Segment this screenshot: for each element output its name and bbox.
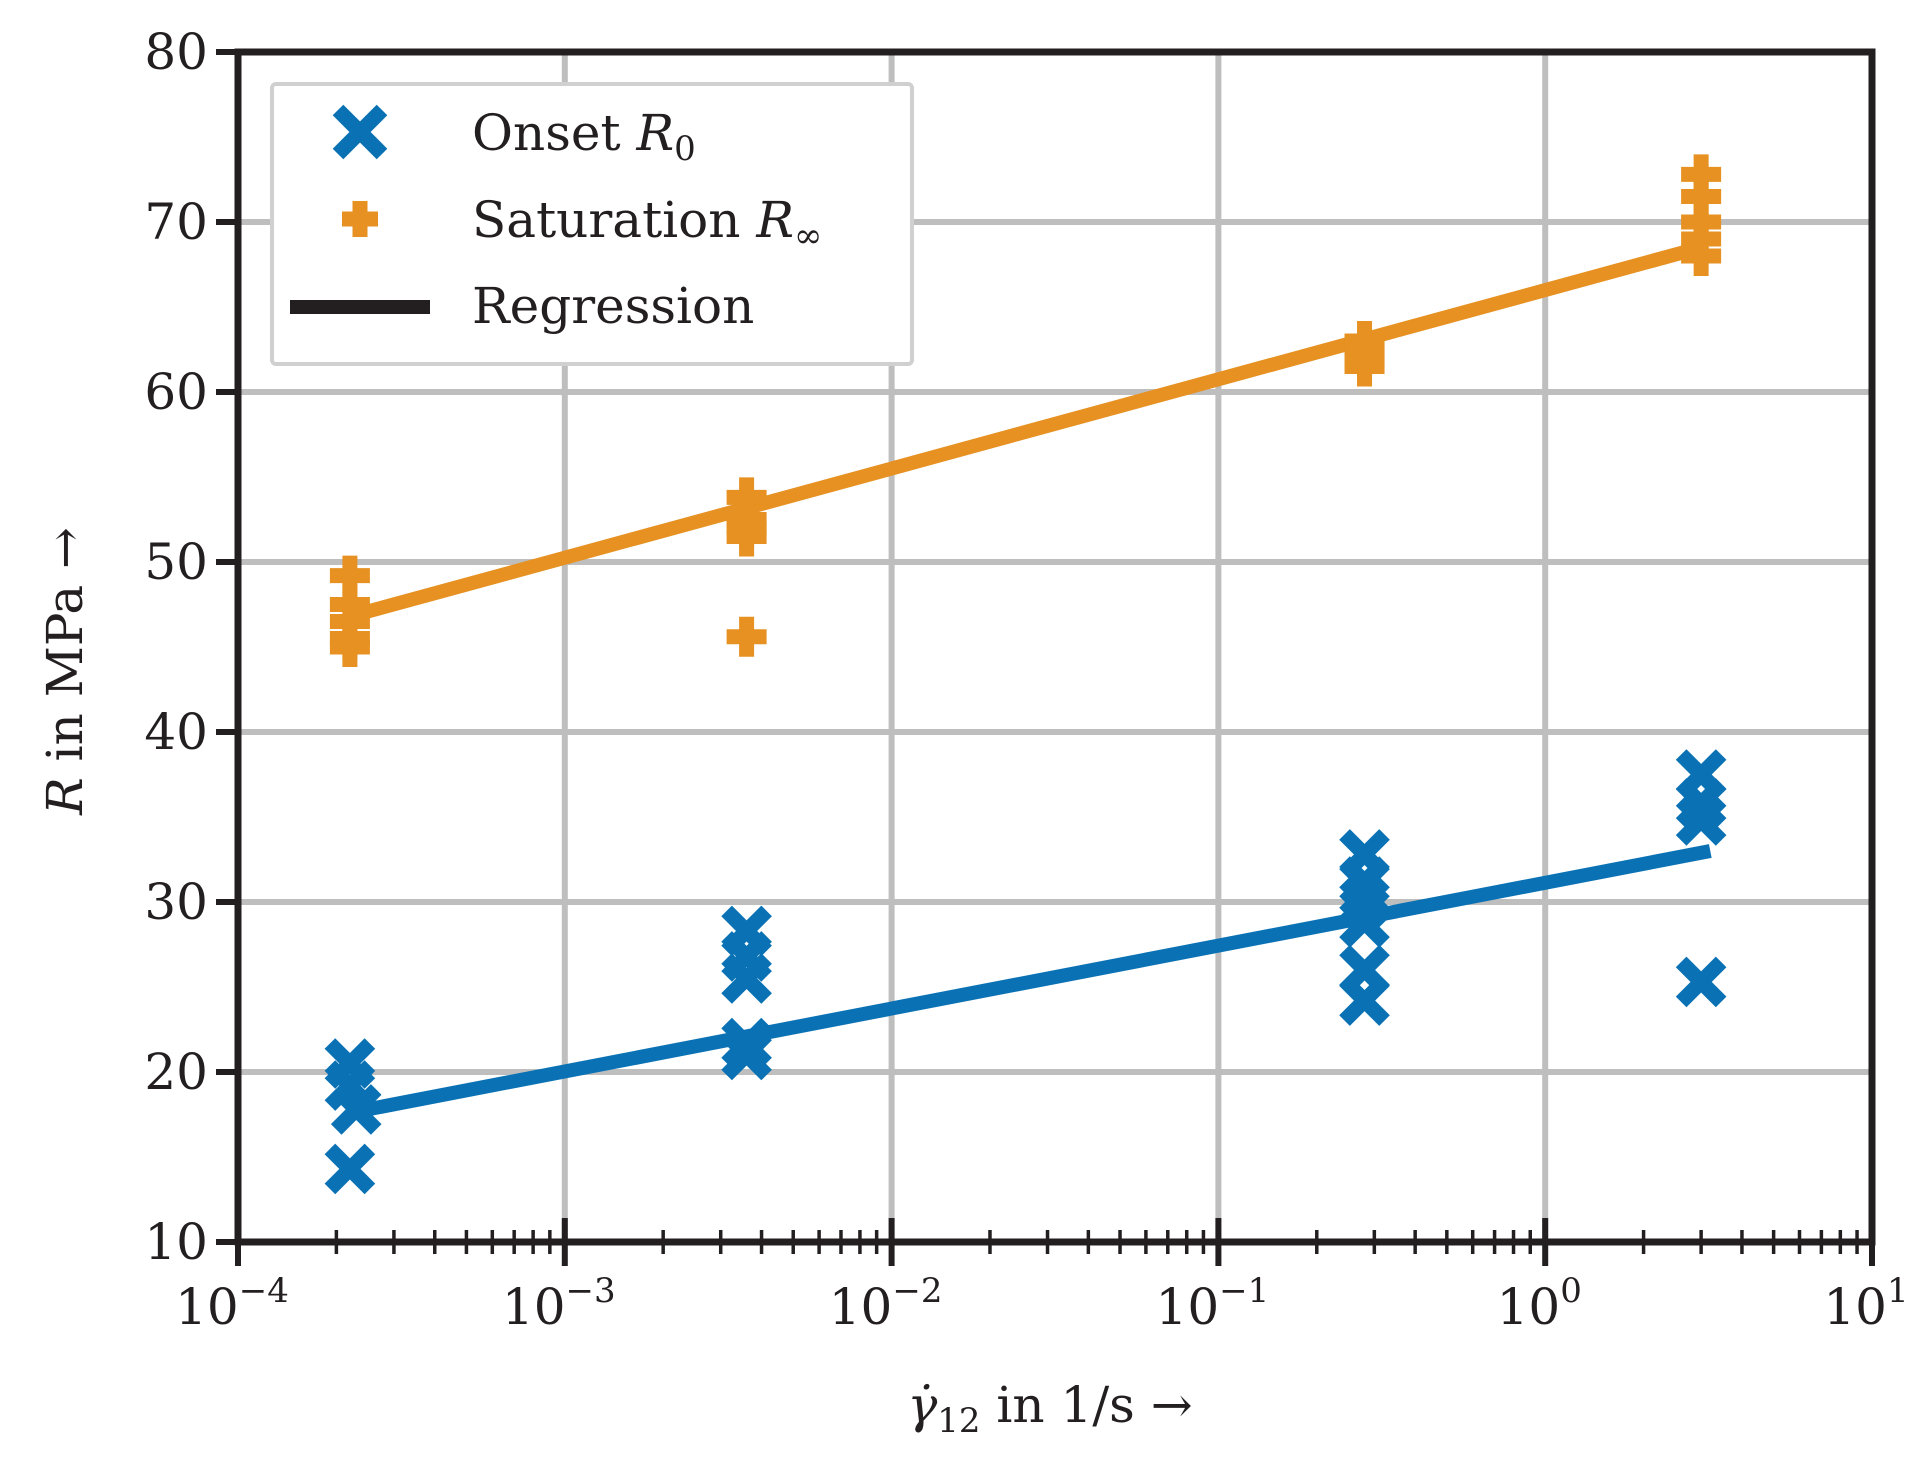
saturation-point: [726, 516, 767, 557]
x-stroke: [1675, 795, 1727, 846]
plot-frame: [234, 48, 1876, 1246]
x-axis-label: γ̇12 in 1/s →: [907, 1376, 1192, 1441]
y-tick-label: 60: [144, 363, 208, 421]
onset-point: [1339, 897, 1390, 948]
onset-point: [1675, 956, 1727, 1008]
y-axis-symbol: R: [36, 777, 94, 816]
x-tick-exponent: −3: [566, 1271, 616, 1311]
legend: Onset R0 Saturation R∞ Regression: [270, 82, 914, 366]
saturation-point: [1344, 346, 1385, 387]
x-tick-label: 10−4: [175, 1271, 289, 1336]
legend-label-regression: Regression: [472, 277, 754, 335]
x-tick-base: 10: [829, 1278, 893, 1336]
legend-onset-text: Onset: [472, 104, 636, 162]
onset-point: [721, 953, 772, 1004]
x-axis-symbol: γ̇: [907, 1376, 937, 1434]
x-stroke: [721, 953, 772, 1004]
x-tick-label: 10−1: [1156, 1271, 1270, 1336]
y-tick-label: 70: [144, 193, 208, 251]
onset-point: [1339, 975, 1390, 1026]
x-axis-text: in 1/s →: [981, 1376, 1193, 1434]
saturation-point: [1681, 236, 1722, 276]
regression-lines: [348, 240, 1712, 1120]
x-stroke: [721, 1017, 772, 1069]
onset-point: [330, 1084, 382, 1135]
x-tick-exponent: −1: [1219, 1271, 1269, 1311]
legend-x-marker: [332, 104, 388, 160]
onset-point: [721, 1017, 772, 1069]
x-tick-label: 101: [1823, 1271, 1908, 1336]
x-stroke: [332, 104, 388, 160]
x-tick-base: 10: [1497, 1278, 1561, 1336]
x-stroke: [721, 1029, 772, 1081]
y-tick-label: 20: [144, 1043, 208, 1101]
x-tick-exponent: 1: [1887, 1271, 1909, 1311]
x-tick-base: 10: [1823, 1278, 1887, 1336]
y-tick-label: 10: [144, 1213, 208, 1271]
legend-label-onset: Onset R0: [472, 104, 696, 169]
x-tick-label: 10−2: [829, 1271, 943, 1336]
x-tick-exponent: −2: [892, 1271, 942, 1311]
y-tick-label: 30: [144, 873, 208, 931]
saturation-point: [329, 627, 370, 667]
x-stroke: [1675, 956, 1727, 1008]
legend-saturation-sub: ∞: [794, 216, 822, 256]
legend-plus-marker: [342, 201, 378, 237]
legend-saturation-text: Saturation: [472, 191, 756, 249]
y-axis-text: in MPa →: [36, 527, 94, 777]
legend-box: [270, 82, 914, 366]
x-stroke: [330, 1084, 382, 1135]
legend-onset-symbol: R: [635, 104, 674, 162]
x-axis-subscript: 12: [937, 1401, 980, 1441]
ticks: [216, 49, 1875, 1266]
y-axis-label: R in MPa →: [36, 527, 94, 816]
x-tick-label: 100: [1497, 1271, 1582, 1336]
saturation-point: [726, 616, 767, 657]
legend-marker-saturation: [342, 201, 378, 237]
legend-marker-onset: [332, 104, 388, 160]
onset-point: [1675, 795, 1727, 846]
x-stroke: [1339, 975, 1390, 1026]
x-tick-label: 10−3: [502, 1271, 616, 1336]
x-tick-base: 10: [1156, 1278, 1220, 1336]
regression-line-saturation: [348, 240, 1703, 624]
legend-saturation-symbol: R: [755, 191, 794, 249]
x-stroke: [324, 1143, 376, 1195]
x-tick-exponent: −4: [239, 1271, 289, 1311]
legend-label-saturation: Saturation R∞: [472, 191, 822, 256]
legend-onset-sub: 0: [674, 129, 696, 169]
x-tick-base: 10: [502, 1278, 566, 1336]
y-tick-label: 40: [144, 703, 208, 761]
markers: [324, 154, 1727, 1195]
x-stroke: [1339, 897, 1390, 948]
x-tick-base: 10: [175, 1278, 239, 1336]
y-tick-label: 50: [144, 533, 208, 591]
regression-line-onset: [348, 844, 1712, 1120]
onset-point: [324, 1143, 376, 1195]
y-tick-label: 80: [144, 23, 208, 81]
x-tick-exponent: 0: [1560, 1271, 1582, 1311]
onset-point: [721, 1029, 772, 1081]
